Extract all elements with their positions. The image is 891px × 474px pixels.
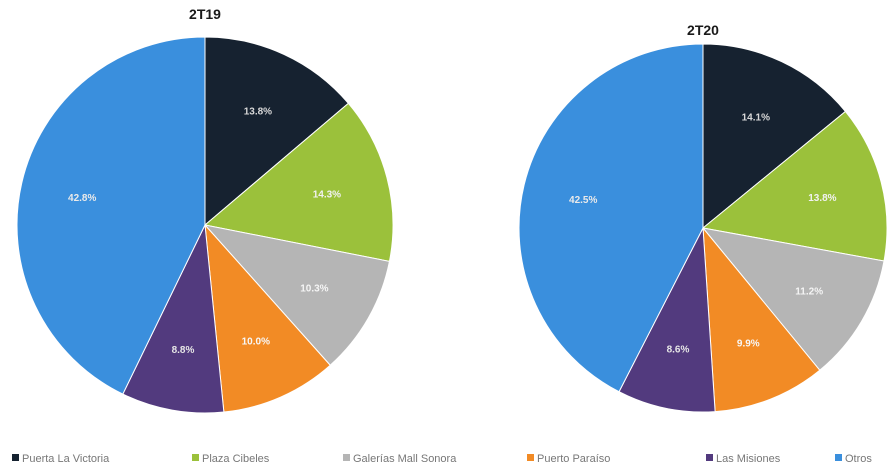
legend-swatch-puerta-la-victoria — [12, 454, 19, 461]
pie-title-2t20: 2T20 — [687, 22, 719, 38]
pie-title-2t19: 2T19 — [189, 6, 221, 22]
legend-label-plaza-cibeles: Plaza Cibeles — [202, 453, 270, 465]
legend-item-plaza-cibeles: Plaza Cibeles — [192, 453, 270, 465]
pie-slice-2t20-puerta-la-victoria — [702, 43, 847, 230]
pie-slice-2t20-las-misiones — [618, 226, 716, 413]
slice-label-2t19-puerto-paraiso: 10.0% — [242, 336, 270, 347]
legend-label-otros: Otros — [845, 453, 872, 465]
legend-item-puerta-la-victoria: Puerta La Victoria — [12, 453, 110, 465]
legend-item-las-misiones: Las Misiones — [706, 453, 781, 465]
slice-label-2t19-puerta-la-victoria: 13.8% — [244, 107, 272, 118]
legend-swatch-las-misiones — [706, 454, 713, 461]
pie-slice-2t19-galerias-mall-sonora — [203, 224, 391, 366]
chart-legend: Puerta La Victoria Plaza Cibeles Galerías … — [12, 453, 872, 465]
legend-label-puerta-la-victoria: Puerta La Victoria — [22, 453, 110, 465]
legend-swatch-galerias-mall-sonora — [343, 454, 350, 461]
slice-label-2t19-plaza-cibeles: 14.3% — [313, 189, 341, 200]
pie-labels-2t19: 13.8% 14.3% 10.3% 10.0% 8.8% 42.8% — [68, 107, 341, 356]
pie-slices-2t19 — [16, 36, 394, 414]
slice-label-2t19-galerias-mall-sonora: 10.3% — [300, 283, 328, 294]
pie-labels-2t20: 14.1% 13.8% 11.2% 9.9% 8.6% 42.5% — [569, 113, 837, 356]
slice-label-2t20-otros: 42.5% — [569, 195, 597, 206]
pie-slice-2t19-las-misiones — [122, 223, 225, 414]
legend-item-galerias-mall-sonora: Galerías Mall Sonora — [343, 453, 457, 465]
pie-chart-2t19: 2T19 13.8% 14.3% 10.3% 10.0% 8.8% 42.8% — [16, 6, 394, 414]
legend-label-las-misiones: Las Misiones — [716, 453, 781, 465]
pie-slice-2t20-puerto-paraiso — [702, 226, 821, 413]
slice-label-2t20-galerias-mall-sonora: 11.2% — [795, 287, 823, 298]
pie-slice-2t20-galerias-mall-sonora — [701, 227, 885, 371]
legend-swatch-plaza-cibeles — [192, 454, 199, 461]
pie-slice-2t19-puerta-la-victoria — [204, 36, 350, 227]
legend-item-otros: Otros — [835, 453, 872, 465]
pie-slices-2t20 — [518, 43, 888, 413]
legend-swatch-puerto-paraiso — [527, 454, 534, 461]
pie-slice-2t20-otros — [518, 43, 704, 393]
legend-item-puerto-paraiso: Puerto Paraíso — [527, 453, 610, 465]
slice-label-2t20-plaza-cibeles: 13.8% — [808, 193, 836, 204]
slice-label-2t19-otros: 42.8% — [68, 193, 96, 204]
pie-slice-2t19-otros — [16, 36, 206, 395]
pie-chart-2t20: 2T20 14.1% 13.8% 11.2% 9.9% 8.6% 42.5% — [518, 22, 888, 413]
slice-label-2t20-las-misiones: 8.6% — [667, 345, 690, 356]
pie-slice-2t20-plaza-cibeles — [701, 110, 888, 262]
slice-label-2t19-las-misiones: 8.8% — [172, 345, 195, 356]
pie-slice-2t19-plaza-cibeles — [203, 102, 394, 262]
legend-swatch-otros — [835, 454, 842, 461]
legend-label-puerto-paraiso: Puerto Paraíso — [537, 453, 610, 465]
slice-label-2t20-puerta-la-victoria: 14.1% — [742, 113, 770, 124]
slice-label-2t20-puerto-paraiso: 9.9% — [737, 339, 760, 350]
pie-slice-2t19-puerto-paraiso — [204, 223, 331, 413]
legend-label-galerias-mall-sonora: Galerías Mall Sonora — [353, 453, 457, 465]
